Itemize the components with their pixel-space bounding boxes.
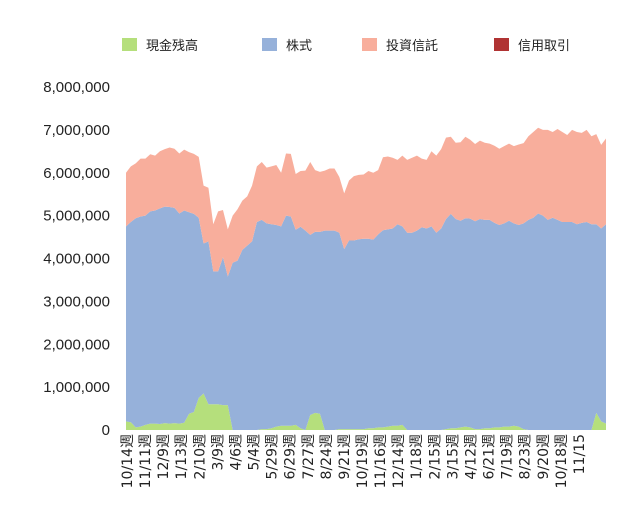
x-tick-label: 11/16週 [373,434,389,488]
x-tick-label: 6/21週 [482,434,498,479]
x-tick-label: 7/19週 [500,434,516,479]
x-tick-label: 12/9週 [156,434,172,479]
x-tick-label: 5/4週 [247,434,263,471]
x-tick-label: 9/21週 [337,434,353,479]
x-tick-label: 11/15 [572,434,588,474]
x-tick-label: 8/24週 [319,434,335,479]
area-series-2 [126,127,606,277]
y-axis: 0 1,000,000 2,000,000 3,000,000 4,000,000 5,0… [43,79,110,439]
x-tick-label: 1/18週 [409,434,425,479]
x-tick-label: 2/15週 [427,434,443,479]
x-tick-label: 12/14週 [391,434,407,488]
legend-swatch-0 [122,38,137,51]
legend: 現金残高 株式 投資信託 信用取引 [122,38,570,54]
legend-label-2: 投資信託 [386,38,438,54]
legend-label-0: 現金残高 [146,38,198,54]
area-series-0 [126,393,606,430]
plot-area [126,127,606,430]
area-series-1 [126,206,606,430]
x-tick-label: 1/13週 [174,434,190,479]
x-axis: 10/14週 11/11週 12/9週 1/13週 2/10週 3/9週 4/6週 5/4週 5… [120,434,588,488]
y-tick-label: 4,000,000 [43,251,110,268]
y-tick-label: 2,000,000 [43,336,110,353]
x-tick-label: 7/27週 [301,434,317,479]
x-tick-label: 4/6週 [228,434,244,471]
x-tick-label: 9/20週 [536,434,552,479]
x-tick-label: 10/14週 [120,434,136,488]
x-tick-label: 10/18週 [554,434,570,488]
legend-swatch-3 [494,38,509,51]
x-tick-label: 2/10週 [192,434,208,479]
x-tick-label: 5/29週 [265,434,281,479]
x-tick-label: 11/11週 [138,434,154,488]
y-tick-label: 5,000,000 [43,208,110,225]
legend-swatch-2 [362,38,377,51]
legend-swatch-1 [262,38,277,51]
y-tick-label: 3,000,000 [43,293,110,310]
x-tick-label: 8/23週 [518,434,534,479]
y-tick-label: 1,000,000 [43,379,110,396]
y-tick-label: 0 [102,422,110,439]
legend-label-3: 信用取引 [518,39,570,54]
x-tick-label: 3/15週 [445,434,461,479]
y-tick-label: 8,000,000 [43,79,110,96]
legend-label-1: 株式 [286,39,312,54]
x-tick-label: 4/12週 [463,434,479,479]
x-tick-label: 10/19週 [355,434,371,488]
y-tick-label: 6,000,000 [43,165,110,182]
x-tick-label: 3/9週 [210,434,226,471]
x-tick-label: 6/29週 [283,434,299,479]
y-tick-label: 7,000,000 [43,122,110,139]
